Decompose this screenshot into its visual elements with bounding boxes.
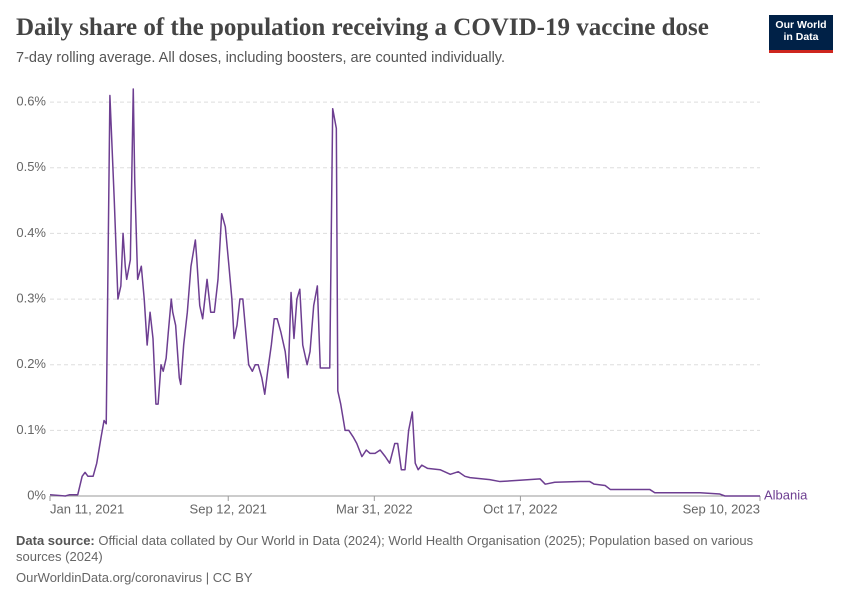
series-label: Albania (764, 487, 808, 502)
y-tick-label: 0.1% (16, 422, 46, 437)
x-tick-label: Sep 10, 2023 (683, 501, 760, 516)
y-tick-label: 0.4% (16, 225, 46, 240)
x-tick-label: Jan 11, 2021 (50, 501, 124, 516)
logo-line: Our World (775, 19, 827, 31)
chart: 0% 0.1% 0.2% 0.3% 0.4% 0.5% 0.6% Jan 11, 2021 Se… (16, 88, 808, 516)
y-tick-label: 0.3% (16, 291, 46, 306)
credit[interactable]: OurWorldinData.org/coronavirus | CC BY (16, 570, 253, 585)
title: Daily share of the population receiving … (16, 14, 709, 41)
logo-line: in Data (783, 31, 819, 43)
y-tick-label: 0.2% (16, 356, 46, 371)
y-tick-label: 0.6% (16, 94, 46, 109)
footer: Data source: Official data collated by O… (16, 533, 796, 565)
line (49, 88, 760, 497)
x-tick-label: Mar 31, 2022 (336, 501, 413, 516)
subtitle: 7-day rolling average. All doses, includ… (16, 50, 505, 66)
source-label: Data source: (16, 533, 95, 548)
y-tick-label: 0% (27, 487, 46, 502)
y-tick-label: 0.5% (16, 159, 46, 174)
x-tick-label: Oct 17, 2022 (483, 501, 557, 516)
source: Official data collated by Our World in D… (16, 533, 754, 564)
logo[interactable]: Our World in Data (769, 15, 833, 53)
x-tick-label: Sep 12, 2021 (190, 501, 267, 516)
